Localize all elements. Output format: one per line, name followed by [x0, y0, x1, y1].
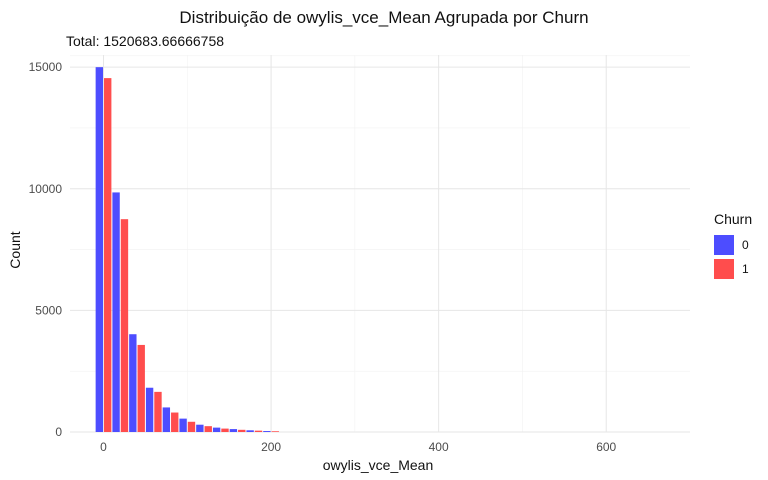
legend-swatch-churn-0 — [714, 235, 734, 255]
bar-churn-1 — [171, 412, 179, 432]
bar-churn-1 — [187, 421, 196, 432]
y-axis-ticks: 0 5000 10000 15000 — [29, 60, 63, 439]
y-tick-label: 15000 — [29, 60, 63, 74]
bar-churn-0 — [179, 418, 187, 432]
bar-churn-1 — [221, 428, 229, 432]
bar-churn-0 — [129, 334, 137, 432]
bar-churn-1 — [154, 391, 162, 432]
y-tick-label: 5000 — [35, 303, 62, 317]
bars — [95, 67, 279, 433]
bar-churn-0 — [145, 387, 154, 432]
bar-churn-0 — [212, 427, 221, 432]
bar-churn-0 — [112, 192, 120, 432]
bar-churn-0 — [162, 407, 171, 432]
chart-subtitle: Total: 1520683.66666758 — [66, 33, 224, 49]
bar-churn-0 — [263, 431, 271, 432]
y-tick-label: 0 — [55, 425, 62, 439]
y-tick-label: 10000 — [29, 182, 63, 196]
bar-churn-1 — [271, 431, 279, 432]
bar-churn-1 — [104, 78, 112, 433]
bar-churn-0 — [229, 429, 238, 432]
chart-title: Distribuição de owylis_vce_Mean Agrupada… — [179, 8, 588, 27]
legend-label-churn-0: 0 — [742, 238, 749, 252]
legend: Churn 0 1 — [714, 211, 752, 279]
bar-churn-1 — [137, 344, 145, 432]
bar-churn-1 — [254, 430, 263, 432]
y-axis-label: Count — [7, 231, 23, 268]
bar-churn-1 — [204, 426, 212, 432]
bar-churn-0 — [95, 67, 104, 433]
x-axis-label: owylis_vce_Mean — [323, 457, 434, 473]
x-tick-label: 400 — [429, 440, 449, 454]
x-tick-label: 600 — [596, 440, 616, 454]
bar-churn-0 — [246, 430, 254, 432]
legend-swatch-churn-1 — [714, 259, 734, 279]
grid — [70, 55, 690, 433]
x-tick-label: 0 — [100, 440, 107, 454]
bar-churn-0 — [196, 424, 204, 432]
bar-churn-1 — [238, 429, 246, 432]
x-axis-ticks: 0 200 400 600 — [100, 440, 616, 454]
x-tick-label: 200 — [261, 440, 281, 454]
bar-churn-1 — [120, 219, 129, 432]
legend-title: Churn — [714, 211, 752, 227]
legend-label-churn-1: 1 — [742, 262, 749, 276]
